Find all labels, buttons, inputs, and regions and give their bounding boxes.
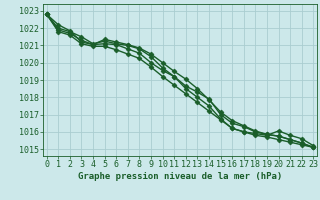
X-axis label: Graphe pression niveau de la mer (hPa): Graphe pression niveau de la mer (hPa) [78,172,282,181]
